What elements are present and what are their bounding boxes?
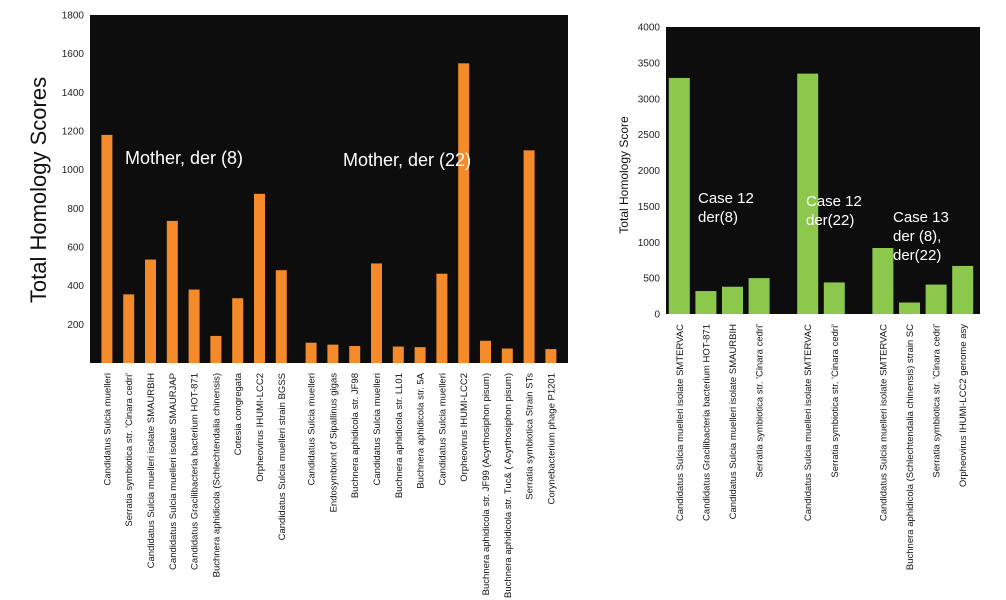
c1-category-label: Buchnera aphidicola str. LL01: [394, 373, 405, 498]
c1-bar: [210, 335, 222, 363]
c1-y-tick-label: 1800: [62, 11, 85, 22]
left-bar-chart: 200 400 600 800 1000 1200 1400 1600 1800 Candida…: [26, 11, 568, 598]
c2-category-label: Serratia symbiotica str. 'Cinara cedri': [830, 324, 841, 478]
c2-y-tick-label: 1500: [638, 202, 661, 213]
c1-bar: [101, 134, 113, 363]
c2-category-label: Serratia symbiotica str. 'Cinara cedri': [932, 324, 943, 478]
c1-bar: [480, 340, 491, 363]
left-chart-group-label-der22: Mother, der (22): [343, 150, 471, 170]
c1-category-label: Orpheovirus IHUMI-LCC2: [255, 373, 266, 482]
right-chart-y-ticks: 0 500 1000 1500 2000 2500 3000 3500 4000: [638, 23, 661, 321]
c1-y-tick-label: 600: [67, 243, 84, 254]
right-chart-category-labels: Candidatus Sulcia muelleri isolate SMTER…: [675, 324, 969, 570]
c1-category-label: Candidatus Gracilibacteria bacterium HOT…: [190, 373, 201, 570]
c1-bar: [123, 294, 135, 363]
c2-y-tick-label: 3000: [638, 94, 661, 105]
c1-y-tick-label: 1200: [62, 127, 85, 138]
c1-bar: [523, 150, 535, 363]
c2-category-label: Candidatus Gracilibacteria bacterium HOT…: [701, 324, 712, 521]
left-chart-y-ticks: 200 400 600 800 1000 1200 1400 1600 1800: [62, 11, 85, 331]
c1-bar: [436, 273, 448, 363]
c1-category-label: Serratia symbiotica Strain STs: [525, 373, 536, 500]
right-chart-plot-background: [666, 27, 980, 314]
c1-bar: [305, 342, 317, 363]
c1-category-label: Candidatus Sulcia muelleri: [372, 373, 383, 485]
c2-bar: [797, 73, 819, 314]
right-chart-group-label: Case 12 der(8): [698, 190, 754, 226]
c2-y-tick-label: 4000: [638, 23, 661, 34]
c1-bar: [188, 289, 200, 363]
c1-bar: [371, 263, 382, 363]
c1-bar: [145, 259, 156, 363]
c2-bar: [695, 291, 717, 314]
right-chart-y-axis-label: Total Homology Score: [617, 116, 631, 234]
c1-bar: [232, 298, 244, 363]
c1-bar: [275, 270, 287, 363]
c1-y-tick-label: 200: [67, 320, 84, 331]
c2-bar: [722, 286, 743, 314]
c1-bar: [254, 193, 265, 363]
left-chart-y-axis-label: Total Homology Scores: [26, 77, 51, 303]
c2-bar: [823, 282, 845, 314]
c2-y-tick-label: 3500: [638, 58, 661, 69]
c2-bar: [899, 302, 920, 314]
c1-category-label: Buchnera aphidicola (Schlechtendalia chi…: [211, 373, 222, 577]
c1-bar: [392, 346, 404, 363]
c2-bar: [872, 247, 894, 314]
c2-y-tick-label: 500: [643, 274, 660, 285]
right-bar-chart: 0 500 1000 1500 2000 2500 3000 3500 4000 Candida…: [617, 23, 980, 570]
c1-bar: [545, 349, 557, 363]
c2-bar: [668, 77, 690, 314]
c1-category-label: Candidatus Sulcia muelleri: [102, 373, 113, 485]
c2-y-tick-label: 1000: [638, 238, 661, 249]
c2-category-label: Buchnera aphidicola (Schlechtendalia chi…: [905, 324, 916, 570]
c2-category-label: Serratia symbiotica str. 'Cinara cedri': [755, 324, 766, 478]
c1-category-label: Serratia symbiotica str. 'Cinara cedri': [124, 373, 135, 527]
c2-category-label: Candidatus Sulcia muelleri isolate SMTER…: [878, 324, 889, 521]
c1-category-label: Orpheovirus IHUMI-LCC2: [459, 373, 470, 482]
c1-category-label: Buchnera aphidicola str. Tuc& ( Acyrthos…: [503, 373, 514, 598]
c2-bar: [925, 284, 947, 314]
c1-category-label: Buchnera aphidicola str. JF98: [350, 373, 361, 498]
c2-y-tick-label: 0: [654, 310, 660, 321]
c1-category-label: Corynebacterium phage P1201: [546, 373, 557, 505]
c2-category-label: Orpheovirus IHUMI-LCC2 genome asy: [958, 324, 969, 487]
c2-bar: [952, 265, 974, 314]
left-chart-category-labels: Candidatus Sulcia muelleri Serratia symbi…: [102, 372, 557, 598]
c2-y-tick-label: 2000: [638, 166, 661, 177]
c1-category-label: Candidatus Sulcia muelleri: [437, 373, 448, 485]
right-chart-group-label: Case 12 der(22): [806, 193, 862, 229]
c1-bar: [327, 344, 339, 363]
c1-y-tick-label: 1400: [62, 88, 85, 99]
c1-bar: [414, 347, 426, 363]
right-chart-group-labels: Case 12 der(8) Case 12 der(22) Case 13 der (8…: [698, 190, 949, 264]
c1-bar: [501, 348, 513, 363]
c1-category-label: Candidatus Sulcia muelleri isolate SMAUR…: [168, 373, 179, 570]
c1-category-label: Endosymbiont of Sipallinus gigas: [328, 373, 339, 513]
c2-bar: [748, 278, 770, 314]
c1-y-tick-label: 1000: [62, 165, 85, 176]
c2-y-tick-label: 2500: [638, 130, 661, 141]
c2-category-label: Candidatus Sulcia muelleri isolate SMTER…: [803, 324, 814, 521]
c1-y-tick-label: 800: [67, 204, 84, 215]
c1-bar: [458, 63, 470, 363]
right-chart-bars: [668, 73, 974, 314]
c1-category-label: Cotesia congregata: [233, 372, 244, 455]
c1-category-label: Buchnera aphidicola str. 5A: [416, 372, 427, 488]
c2-category-label: Candidatus Sulcia muelleri isolate SMAUR…: [728, 324, 739, 519]
c1-category-label: Candidatus Sulcia muelleri isolate SMAUR…: [146, 373, 157, 568]
left-chart-group-label-der8: Mother, der (8): [125, 148, 243, 168]
c1-bar: [349, 345, 361, 363]
c1-category-label: Candidatus Sulcia muelleri: [307, 373, 318, 485]
right-chart-group-label: Case 13 der (8), der(22): [893, 209, 949, 264]
c1-y-tick-label: 400: [67, 281, 84, 292]
c1-category-label: Candidatus Sulcia muelleri strain BGSS: [277, 373, 288, 540]
left-chart-bars: [101, 63, 557, 363]
c1-category-label: Buchnera aphidicola str. JF99 (Acyrthosi…: [481, 373, 492, 595]
left-chart-plot-background: [90, 15, 568, 363]
c1-bar: [166, 220, 178, 363]
c2-category-label: Candidatus Sulcia muelleri isolate SMTER…: [675, 324, 686, 521]
c1-y-tick-label: 1600: [62, 49, 85, 60]
